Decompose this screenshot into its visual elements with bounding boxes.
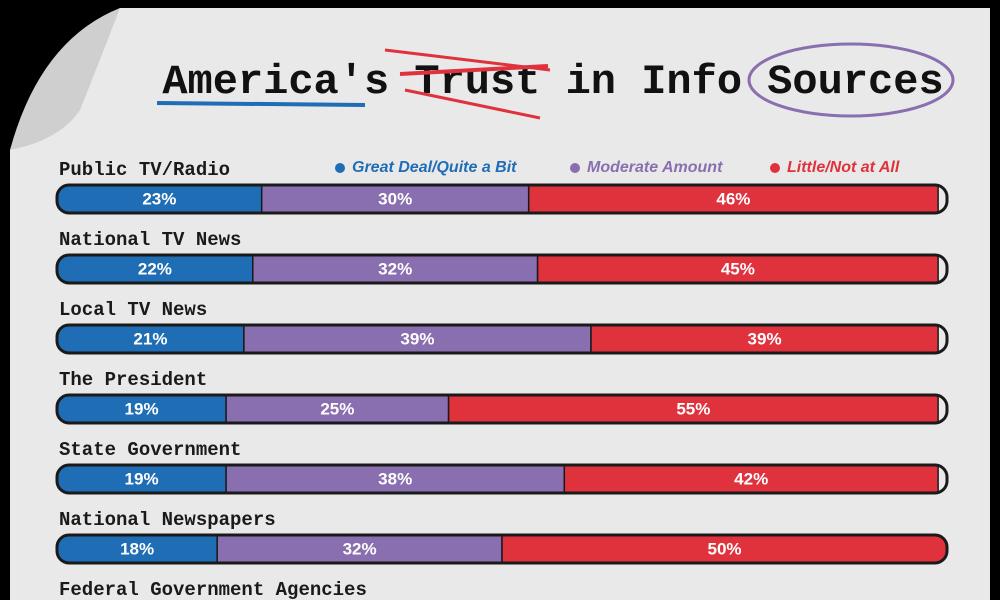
bar-segment [563, 465, 939, 493]
strike-decoration [399, 64, 549, 76]
bar-segment [501, 535, 947, 563]
value-label: 39% [748, 329, 782, 348]
value-label: 50% [707, 539, 741, 558]
value-label: 30% [378, 189, 412, 208]
bar-outline [55, 183, 949, 215]
bar-segment [536, 255, 939, 283]
value-label: 46% [716, 189, 750, 208]
bar-outline [55, 533, 949, 565]
underline-decoration [156, 101, 366, 107]
category-label: Public TV/Radio [59, 159, 230, 181]
bar-segment [225, 465, 566, 493]
value-label: 32% [378, 259, 412, 278]
circle-decoration [747, 42, 955, 118]
value-label: 38% [378, 469, 412, 488]
category-label: State Government [59, 439, 241, 461]
bar-segment [527, 185, 939, 213]
value-label: 19% [125, 469, 159, 488]
value-label: 23% [142, 189, 176, 208]
bar-segment [57, 325, 245, 353]
value-label: 32% [343, 539, 377, 558]
legend-dot [335, 163, 345, 173]
value-label: 19% [125, 399, 159, 418]
category-label: Federal Government Agencies [59, 579, 367, 600]
bar-outline [55, 253, 949, 285]
bar-outline [55, 393, 949, 425]
value-label: 42% [734, 469, 768, 488]
category-label: National Newspapers [59, 509, 276, 531]
legend-dot [570, 163, 580, 173]
category-label: National TV News [59, 229, 241, 251]
bar-segment [447, 395, 939, 423]
bar-segment [57, 465, 227, 493]
legend-label: Great Deal/Quite a Bit [352, 159, 517, 176]
value-label: 39% [400, 329, 434, 348]
value-label: 25% [320, 399, 354, 418]
value-label: 18% [120, 539, 154, 558]
value-label: 45% [721, 259, 755, 278]
bar-segment [225, 395, 450, 423]
chart-title: America's Trust in Info Sources [162, 58, 943, 106]
value-label: 21% [133, 329, 167, 348]
category-label: Local TV News [59, 299, 207, 321]
bar-segment [243, 325, 592, 353]
value-label: 55% [676, 399, 710, 418]
plot: Great Deal/Quite a Bit Moderate Amount Lit… [55, 159, 949, 600]
bar-outline [55, 463, 949, 495]
legend-label: Little/Not at All [787, 159, 900, 176]
paper [10, 8, 990, 600]
legend-dot [770, 163, 780, 173]
legend-label: Moderate Amount [587, 159, 723, 176]
bar-segment [590, 325, 939, 353]
value-label: 22% [138, 259, 172, 278]
bar-outline [55, 323, 949, 355]
category-label: The President [59, 369, 207, 391]
paper-curl [10, 8, 120, 150]
bar-segment [252, 255, 539, 283]
